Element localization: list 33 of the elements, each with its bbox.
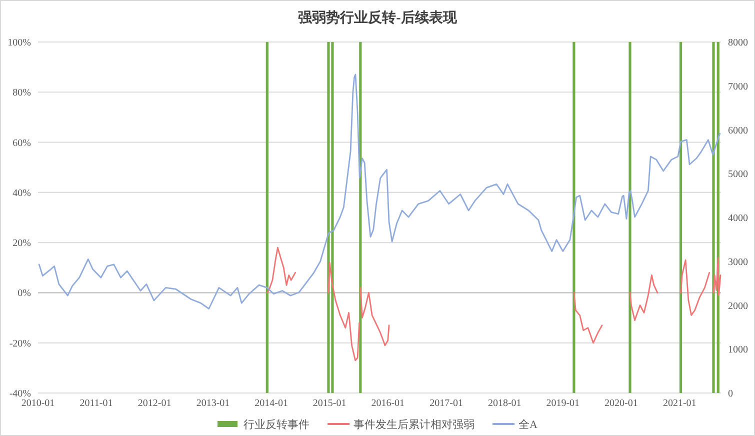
y-tick-label: -40% xyxy=(9,388,31,400)
y2-tick-label: 1000 xyxy=(728,344,748,356)
x-tick-label: 2018-01 xyxy=(488,398,522,409)
y2-tick-label: 8000 xyxy=(728,38,748,48)
x-tick-label: 2020-01 xyxy=(604,398,638,409)
x-tick-label: 2015-01 xyxy=(312,398,346,409)
y2-tick-label: 0 xyxy=(728,388,733,400)
x-tick-label: 2016-01 xyxy=(371,398,405,409)
x-tick-label: 2021-01 xyxy=(662,398,696,409)
chart-title: 强弱势行业反转-后续表现 xyxy=(298,9,458,26)
legend-label: 全A xyxy=(518,419,538,431)
x-tick-label: 2014-01 xyxy=(254,398,288,409)
legend-label: 事件发生后累计相对强弱 xyxy=(354,418,475,431)
y-tick-label: 0% xyxy=(18,288,31,300)
x-tick-label: 2012-01 xyxy=(138,398,172,409)
y-tick-label: 100% xyxy=(8,38,31,48)
legend-label: 行业反转事件 xyxy=(244,418,310,431)
y2-tick-label: 2000 xyxy=(728,300,748,312)
y2-tick-label: 5000 xyxy=(728,169,748,180)
y-tick-label: -20% xyxy=(9,338,31,350)
y2-tick-label: 3000 xyxy=(728,256,748,268)
y-tick-label: 80% xyxy=(12,88,31,99)
y-tick-label: 40% xyxy=(12,188,31,199)
y2-tick-label: 4000 xyxy=(728,213,748,224)
y2-tick-label: 7000 xyxy=(728,81,748,92)
x-tick-label: 2013-01 xyxy=(196,398,230,409)
y2-tick-label: 6000 xyxy=(728,125,748,136)
y-tick-label: 60% xyxy=(12,138,31,149)
x-tick-label: 2019-01 xyxy=(546,398,580,409)
y-tick-label: 20% xyxy=(12,238,31,250)
x-tick-label: 2017-01 xyxy=(430,398,464,409)
x-tick-label: 2011-01 xyxy=(80,398,113,409)
x-tick-label: 2010-01 xyxy=(21,398,55,409)
